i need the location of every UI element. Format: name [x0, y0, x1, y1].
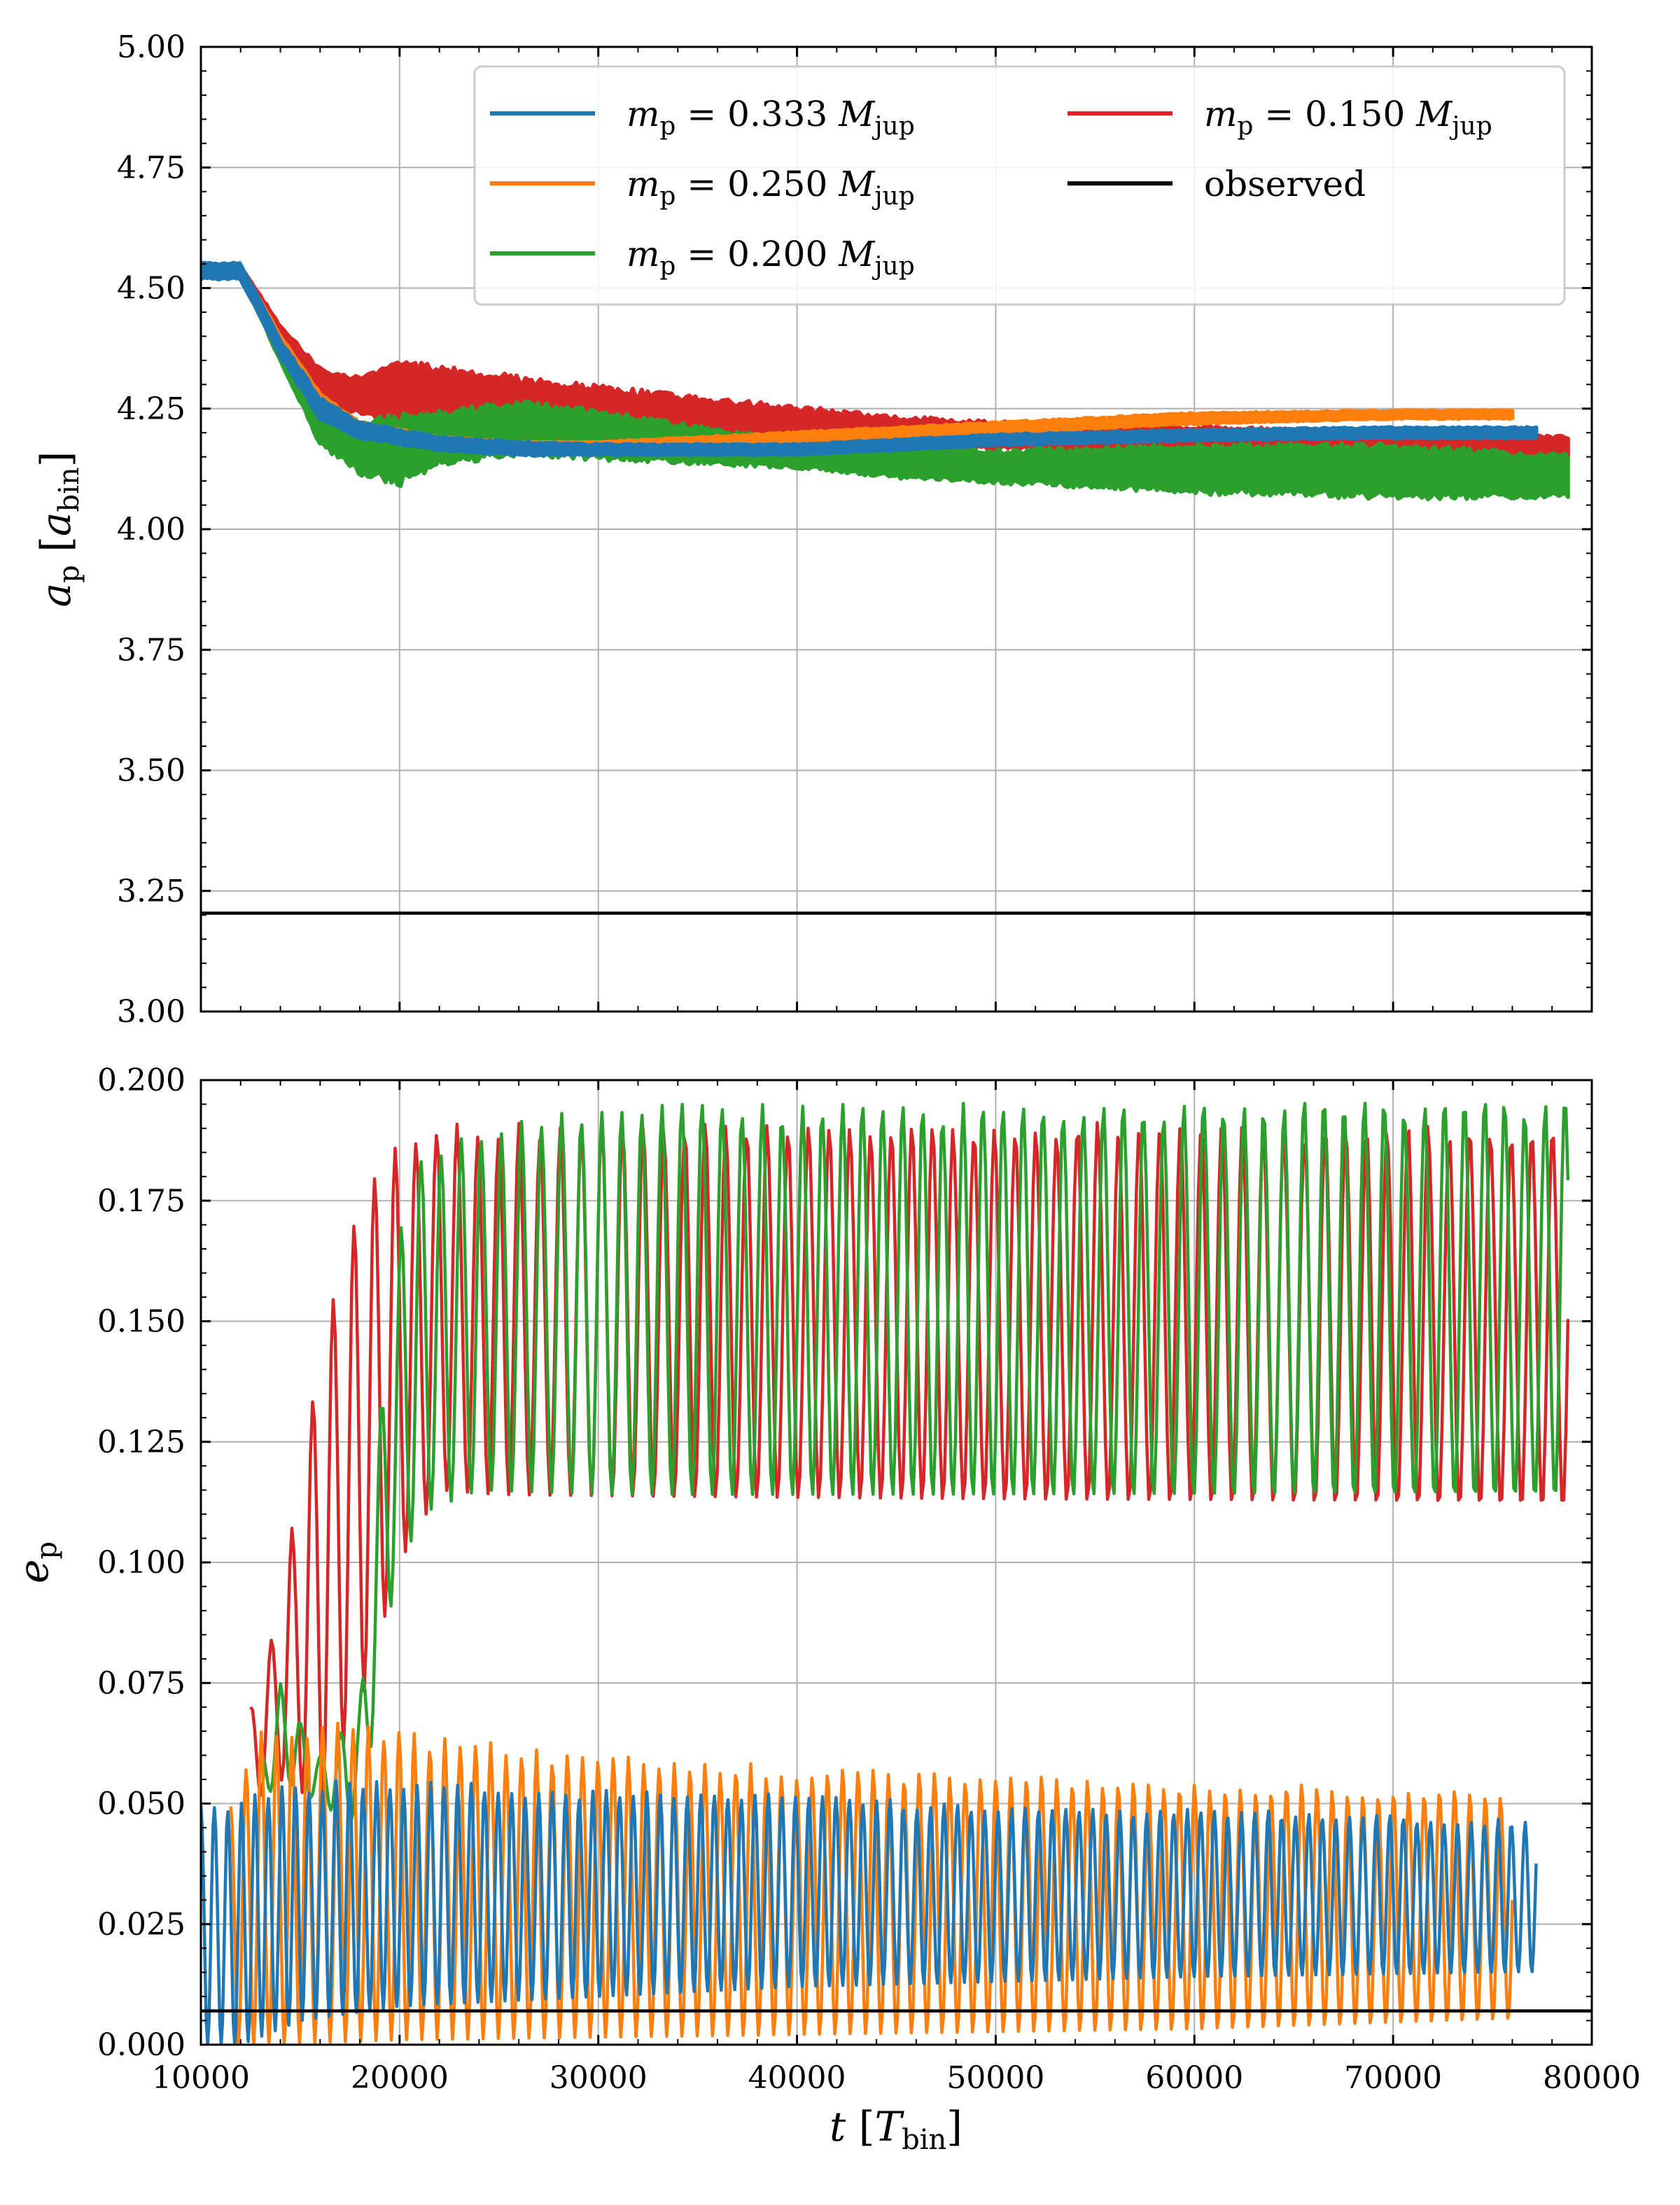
x-tick-label: 60000: [1145, 2060, 1243, 2096]
legend-item: mp = 0.150 Mjup: [1068, 94, 1492, 141]
series-area: [201, 1101, 1592, 2045]
y-tick-label: 0.200: [97, 1063, 186, 1098]
y-tick-label: 3.50: [117, 753, 186, 789]
x-tick-label: 80000: [1543, 2060, 1641, 2096]
series-1: [259, 1101, 1570, 1824]
y-tick-label: 0.100: [97, 1545, 186, 1581]
x-tick-label: 30000: [550, 2060, 648, 2096]
x-tick-label: 50000: [946, 2060, 1044, 2096]
legend-label: mp = 0.333 Mjup: [626, 94, 915, 141]
x-tick-label: 10000: [152, 2060, 250, 2096]
legend-box: [473, 65, 1566, 306]
legend-label: observed: [1204, 164, 1366, 204]
ticks: [200, 46, 1593, 1013]
y-tick-label: 5.00: [117, 29, 186, 65]
x-axis-label: t [Tbin]: [830, 2103, 962, 2156]
legend-item: mp = 0.333 Mjup: [490, 94, 915, 141]
y-tick-label: 4.00: [117, 512, 186, 547]
y-tick-label: 0.075: [97, 1665, 186, 1701]
y-axis-label: ap [abin]: [32, 451, 85, 608]
y-tick-label: 0.125: [97, 1424, 186, 1460]
y-axis-label: ep: [10, 1541, 63, 1583]
legend-item: mp = 0.200 Mjup: [490, 234, 915, 281]
x-tick-label: 40000: [748, 2060, 846, 2096]
y-tick-label: 0.025: [97, 1907, 186, 1942]
series-band: [201, 260, 1539, 458]
panel-bottom-eccentricity: 0.000 0.025 0.050 0.075 0.100 0.125 0.150 0.175…: [10, 1063, 1641, 2156]
series-3: [201, 1779, 1538, 2045]
legend: mp = 0.333 Mjup mp = 0.250 Mjup mp = 0.200…: [473, 65, 1566, 306]
y-tick-label: 3.25: [117, 874, 186, 909]
x-tick-label: 70000: [1344, 2060, 1442, 2096]
panel-top-semimajor-axis: 3.00 3.25 3.50 3.75 4.00 4.25 4.50 4.75 5.00 ap […: [32, 29, 1593, 1030]
y-tick-label: 0.050: [97, 1786, 186, 1822]
legend-label: mp = 0.250 Mjup: [626, 164, 915, 211]
y-tick-label: 3.75: [117, 632, 186, 668]
y-tick-label: 4.25: [117, 391, 186, 427]
y-tick-label: 0.175: [97, 1183, 186, 1219]
x-tick-label: 20000: [351, 2060, 449, 2096]
y-tick-label: 0.150: [97, 1304, 186, 1340]
series-line: [201, 1779, 1538, 2045]
ticks: [200, 1079, 1593, 2046]
series-line: [259, 1101, 1570, 1824]
legend-item: mp = 0.250 Mjup: [490, 164, 915, 211]
series-3: [201, 260, 1539, 458]
legend-label: mp = 0.200 Mjup: [626, 234, 915, 281]
y-tick-label: 0.000: [97, 2027, 186, 2063]
y-tick-label: 4.50: [117, 271, 186, 307]
legend-label: mp = 0.150 Mjup: [1204, 94, 1492, 141]
y-tick-label: 4.75: [117, 150, 186, 186]
series-area: [201, 260, 1592, 915]
y-tick-label: 3.00: [117, 994, 186, 1030]
legend-item: observed: [1068, 164, 1366, 204]
